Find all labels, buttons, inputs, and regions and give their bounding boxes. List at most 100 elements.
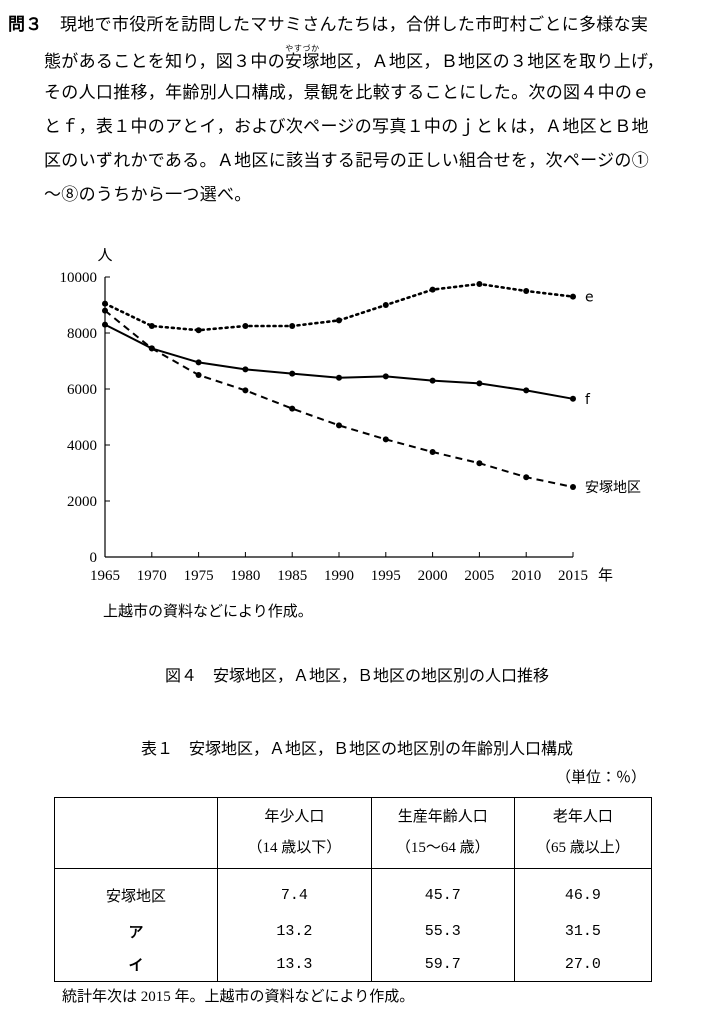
x-tick-label: 1995 [371,568,401,584]
question-line: とｆ，表１中のアとイ，および次ページの写真１中のｊとｋは，Ａ地区とＢ地 [44,117,649,136]
y-tick-label: 2000 [67,494,97,510]
point [570,484,576,490]
point [102,300,108,307]
chart: 人 年 上越市の資料などにより作成。 0 2000 4000 6000 8000 1000… [60,248,642,620]
point [429,286,436,293]
point [429,449,436,455]
y-tick-label: 0 [90,550,98,566]
header-text: （14 歳以下） [247,840,342,856]
point [476,281,483,287]
ruby-base: 安塚 [285,52,320,71]
header-text: （15～64 歳） [395,840,490,856]
table-row: イ 13.3 59.7 27.0 [54,948,653,982]
header-row: 年少人口 （14 歳以下） 生産年齢人口 （15～64 歳） 老年人口 （65 歳以上） [54,797,653,869]
x-tick-label: 1970 [137,568,167,584]
table-note: 統計年次は 2015 年。上越市の資料などにより作成。 [62,989,415,1005]
header-text: 年少人口 [264,809,325,825]
chart-caption: 図４ 安塚地区，Ａ地区，Ｂ地区の地区別の人口推移 [164,668,549,685]
point [195,359,202,366]
point [102,307,108,314]
series-line [104,309,574,488]
point [102,321,108,328]
series-label: f [585,392,591,408]
question-label: 問３ [8,15,43,35]
table-cell: ア [54,915,218,948]
point [476,460,483,467]
point [336,374,342,381]
point [476,380,483,387]
y-tick-label: 8000 [67,326,97,342]
point [382,436,389,443]
table-cell: 安塚地区 [54,868,218,915]
x-tick-label: 2000 [418,568,448,584]
point [289,370,296,377]
table-cell: 45.7 [370,868,515,915]
chart-source: 上越市の資料などにより作成。 [103,603,313,620]
y-tick-label: 4000 [67,438,97,454]
header-cell: 年少人口 （14 歳以下） [216,797,372,869]
x-tick-label: 2015 [558,568,588,584]
point [289,323,296,329]
series-label: 安塚地区 [585,480,641,496]
table-cell: 13.2 [216,915,372,948]
question-text: 態があることを知り，図３中の [44,52,286,71]
table-cell: 31.5 [513,915,653,948]
question-line: ～⑧のうちから一つ選べ。 [44,185,252,204]
x-axis-label: 年 [598,567,613,584]
header-text: 生産年齢人口 [397,809,488,825]
point [242,323,249,329]
point [429,377,436,384]
point [570,293,576,300]
point [523,387,530,394]
table-cell: 27.0 [513,948,653,982]
question-text: 地区，Ａ地区，Ｂ地区の３地区を取り上げ， [319,52,664,71]
point [382,373,389,380]
point [523,474,530,481]
point [336,422,342,429]
point [148,323,155,329]
point [195,372,202,378]
point [195,327,202,334]
y-tick-label: 10000 [60,270,98,286]
table-cell: 7.4 [216,868,372,915]
x-tick-label: 1985 [277,568,307,584]
x-tick-label: 2005 [464,568,494,584]
point [336,317,342,324]
ruby-text: やすづか [285,44,320,53]
point [570,395,576,402]
header-text: （65 歳以上） [536,840,630,856]
series-label: e [585,290,594,306]
x-tick-label: 2010 [511,568,541,584]
y-axis-label: 人 [97,248,112,264]
point [382,302,389,308]
table-row: ア 13.2 55.3 31.5 [54,915,653,948]
x-tick-label: 1965 [90,568,120,584]
table-cell: 46.9 [513,868,653,915]
table-cell: 13.3 [216,948,372,982]
table-cell: 55.3 [370,915,515,948]
table-cell: イ [54,948,218,982]
question-line: その人口推移，年齢別人口構成，景観を比較することにした。次の図４中のｅ [44,83,650,102]
question-line: 態があることを知り，図３中の安塚やすづか地区，Ａ地区，Ｂ地区の３地区を取り上げ， [44,44,664,72]
point [523,288,530,294]
x-tick-label: 1980 [230,568,260,584]
point [242,366,249,373]
header-text: 老年人口 [552,809,613,825]
data-table: 年少人口 （14 歳以下） 生産年齢人口 （15～64 歳） 老年人口 （65 歳以上） 安… [54,797,653,982]
table-cell: 59.7 [370,948,515,982]
x-tick-label: 1990 [324,568,354,584]
header-cell [54,797,218,869]
point [242,387,249,394]
table-row: 安塚地区 7.4 45.7 46.9 [54,868,653,915]
header-cell: 生産年齢人口 （15～64 歳） [370,797,515,869]
table-title: 表１ 安塚地区，Ａ地区，Ｂ地区の地区別の年齢別人口構成 [140,741,573,758]
table-unit: （単位：％） [555,770,646,786]
point [289,405,296,412]
point [148,345,155,352]
y-tick-label: 6000 [67,382,97,398]
header-cell: 老年人口 （65 歳以上） [513,797,653,869]
ruby: 安塚やすづか [285,44,320,71]
question-line: 現地で市役所を訪問したマサミさんたちは，合併した市町村ごとに多様な実 [60,15,649,34]
question-line: 区のいずれかである。Ａ地区に該当する記号の正しい組合せを，次ページの① [44,151,649,170]
